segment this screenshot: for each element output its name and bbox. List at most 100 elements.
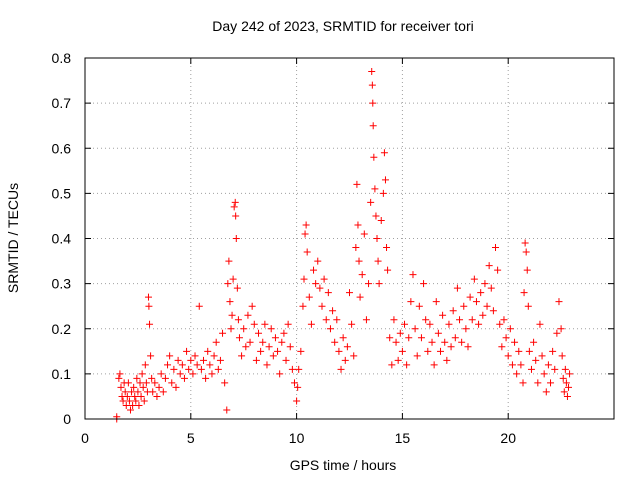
- data-point: [219, 329, 227, 337]
- data-point: [280, 329, 288, 337]
- data-point: [204, 347, 212, 355]
- data-point: [487, 284, 495, 292]
- data-point: [352, 244, 360, 252]
- data-point: [485, 262, 493, 270]
- data-point: [549, 347, 557, 355]
- data-point: [524, 302, 532, 310]
- data-point: [288, 365, 296, 373]
- data-point: [360, 230, 368, 238]
- data-point: [144, 293, 152, 301]
- data-point: [123, 392, 131, 400]
- data-point: [527, 365, 535, 373]
- data-point: [369, 99, 377, 107]
- data-point: [403, 361, 411, 369]
- plot-frame: [84, 57, 615, 420]
- data-point: [238, 352, 246, 360]
- data-point: [519, 379, 527, 387]
- data-point: [242, 343, 250, 351]
- data-point: [326, 325, 334, 333]
- data-point: [232, 212, 240, 220]
- data-point: [174, 356, 182, 364]
- data-point: [375, 280, 383, 288]
- data-point: [206, 361, 214, 369]
- data-point: [502, 334, 510, 342]
- data-point: [508, 361, 516, 369]
- data-point: [235, 334, 243, 342]
- y-tick-label-0.4: 0.4: [52, 231, 72, 247]
- data-point: [372, 212, 380, 220]
- data-point: [530, 338, 538, 346]
- data-point: [248, 302, 256, 310]
- data-point: [147, 352, 155, 360]
- data-point: [250, 320, 258, 328]
- data-point: [257, 347, 265, 355]
- data-point: [240, 325, 248, 333]
- data-point: [229, 275, 237, 283]
- data-point: [426, 320, 434, 328]
- data-point: [447, 343, 455, 351]
- data-point: [445, 320, 453, 328]
- data-point: [117, 383, 125, 391]
- data-point: [415, 302, 423, 310]
- data-point: [383, 244, 391, 252]
- data-point: [343, 343, 351, 351]
- data-point: [265, 343, 273, 351]
- data-point: [561, 365, 569, 373]
- data-point: [191, 352, 199, 360]
- data-point: [368, 81, 376, 89]
- data-point: [407, 298, 415, 306]
- data-point: [430, 361, 438, 369]
- data-point: [368, 68, 376, 76]
- y-tick-label-0: 0: [63, 411, 71, 427]
- data-point: [551, 365, 559, 373]
- data-point: [134, 388, 142, 396]
- data-point: [386, 334, 394, 342]
- data-point: [506, 325, 514, 333]
- data-point: [562, 379, 570, 387]
- data-point: [337, 365, 345, 373]
- data-point: [297, 347, 305, 355]
- data-point: [216, 356, 224, 364]
- y-tick-label-0.1: 0.1: [52, 366, 72, 382]
- data-point: [131, 392, 139, 400]
- data-point: [301, 230, 309, 238]
- y-tick-label-0.6: 0.6: [52, 140, 72, 156]
- data-point: [534, 379, 542, 387]
- data-point: [511, 338, 519, 346]
- data-point: [520, 289, 528, 297]
- y-tick-label-0.3: 0.3: [52, 276, 72, 292]
- data-point: [124, 379, 132, 387]
- y-tick-label-0.8: 0.8: [52, 50, 72, 66]
- data-point: [365, 280, 373, 288]
- data-point: [558, 352, 566, 360]
- data-point: [223, 406, 231, 414]
- data-point: [458, 338, 466, 346]
- data-point: [130, 383, 138, 391]
- data-point: [172, 383, 180, 391]
- data-point: [335, 347, 343, 355]
- data-point: [155, 383, 163, 391]
- data-point: [420, 280, 428, 288]
- data-point: [302, 221, 310, 229]
- data-point: [225, 257, 233, 265]
- grid-lines: [85, 58, 614, 419]
- data-point: [208, 370, 216, 378]
- data-point: [346, 289, 353, 297]
- data-point: [356, 293, 364, 301]
- data-point: [381, 176, 389, 184]
- data-point: [278, 338, 286, 346]
- data-point: [269, 352, 277, 360]
- data-point: [310, 266, 318, 274]
- data-point: [377, 216, 385, 224]
- data-point: [252, 356, 260, 364]
- data-point: [560, 388, 568, 396]
- data-point: [294, 383, 302, 391]
- data-point: [170, 365, 178, 373]
- data-point: [119, 397, 127, 405]
- data-point: [286, 343, 294, 351]
- data-point: [489, 307, 497, 315]
- data-point: [259, 338, 267, 346]
- data-point: [566, 370, 574, 378]
- data-point: [151, 379, 159, 387]
